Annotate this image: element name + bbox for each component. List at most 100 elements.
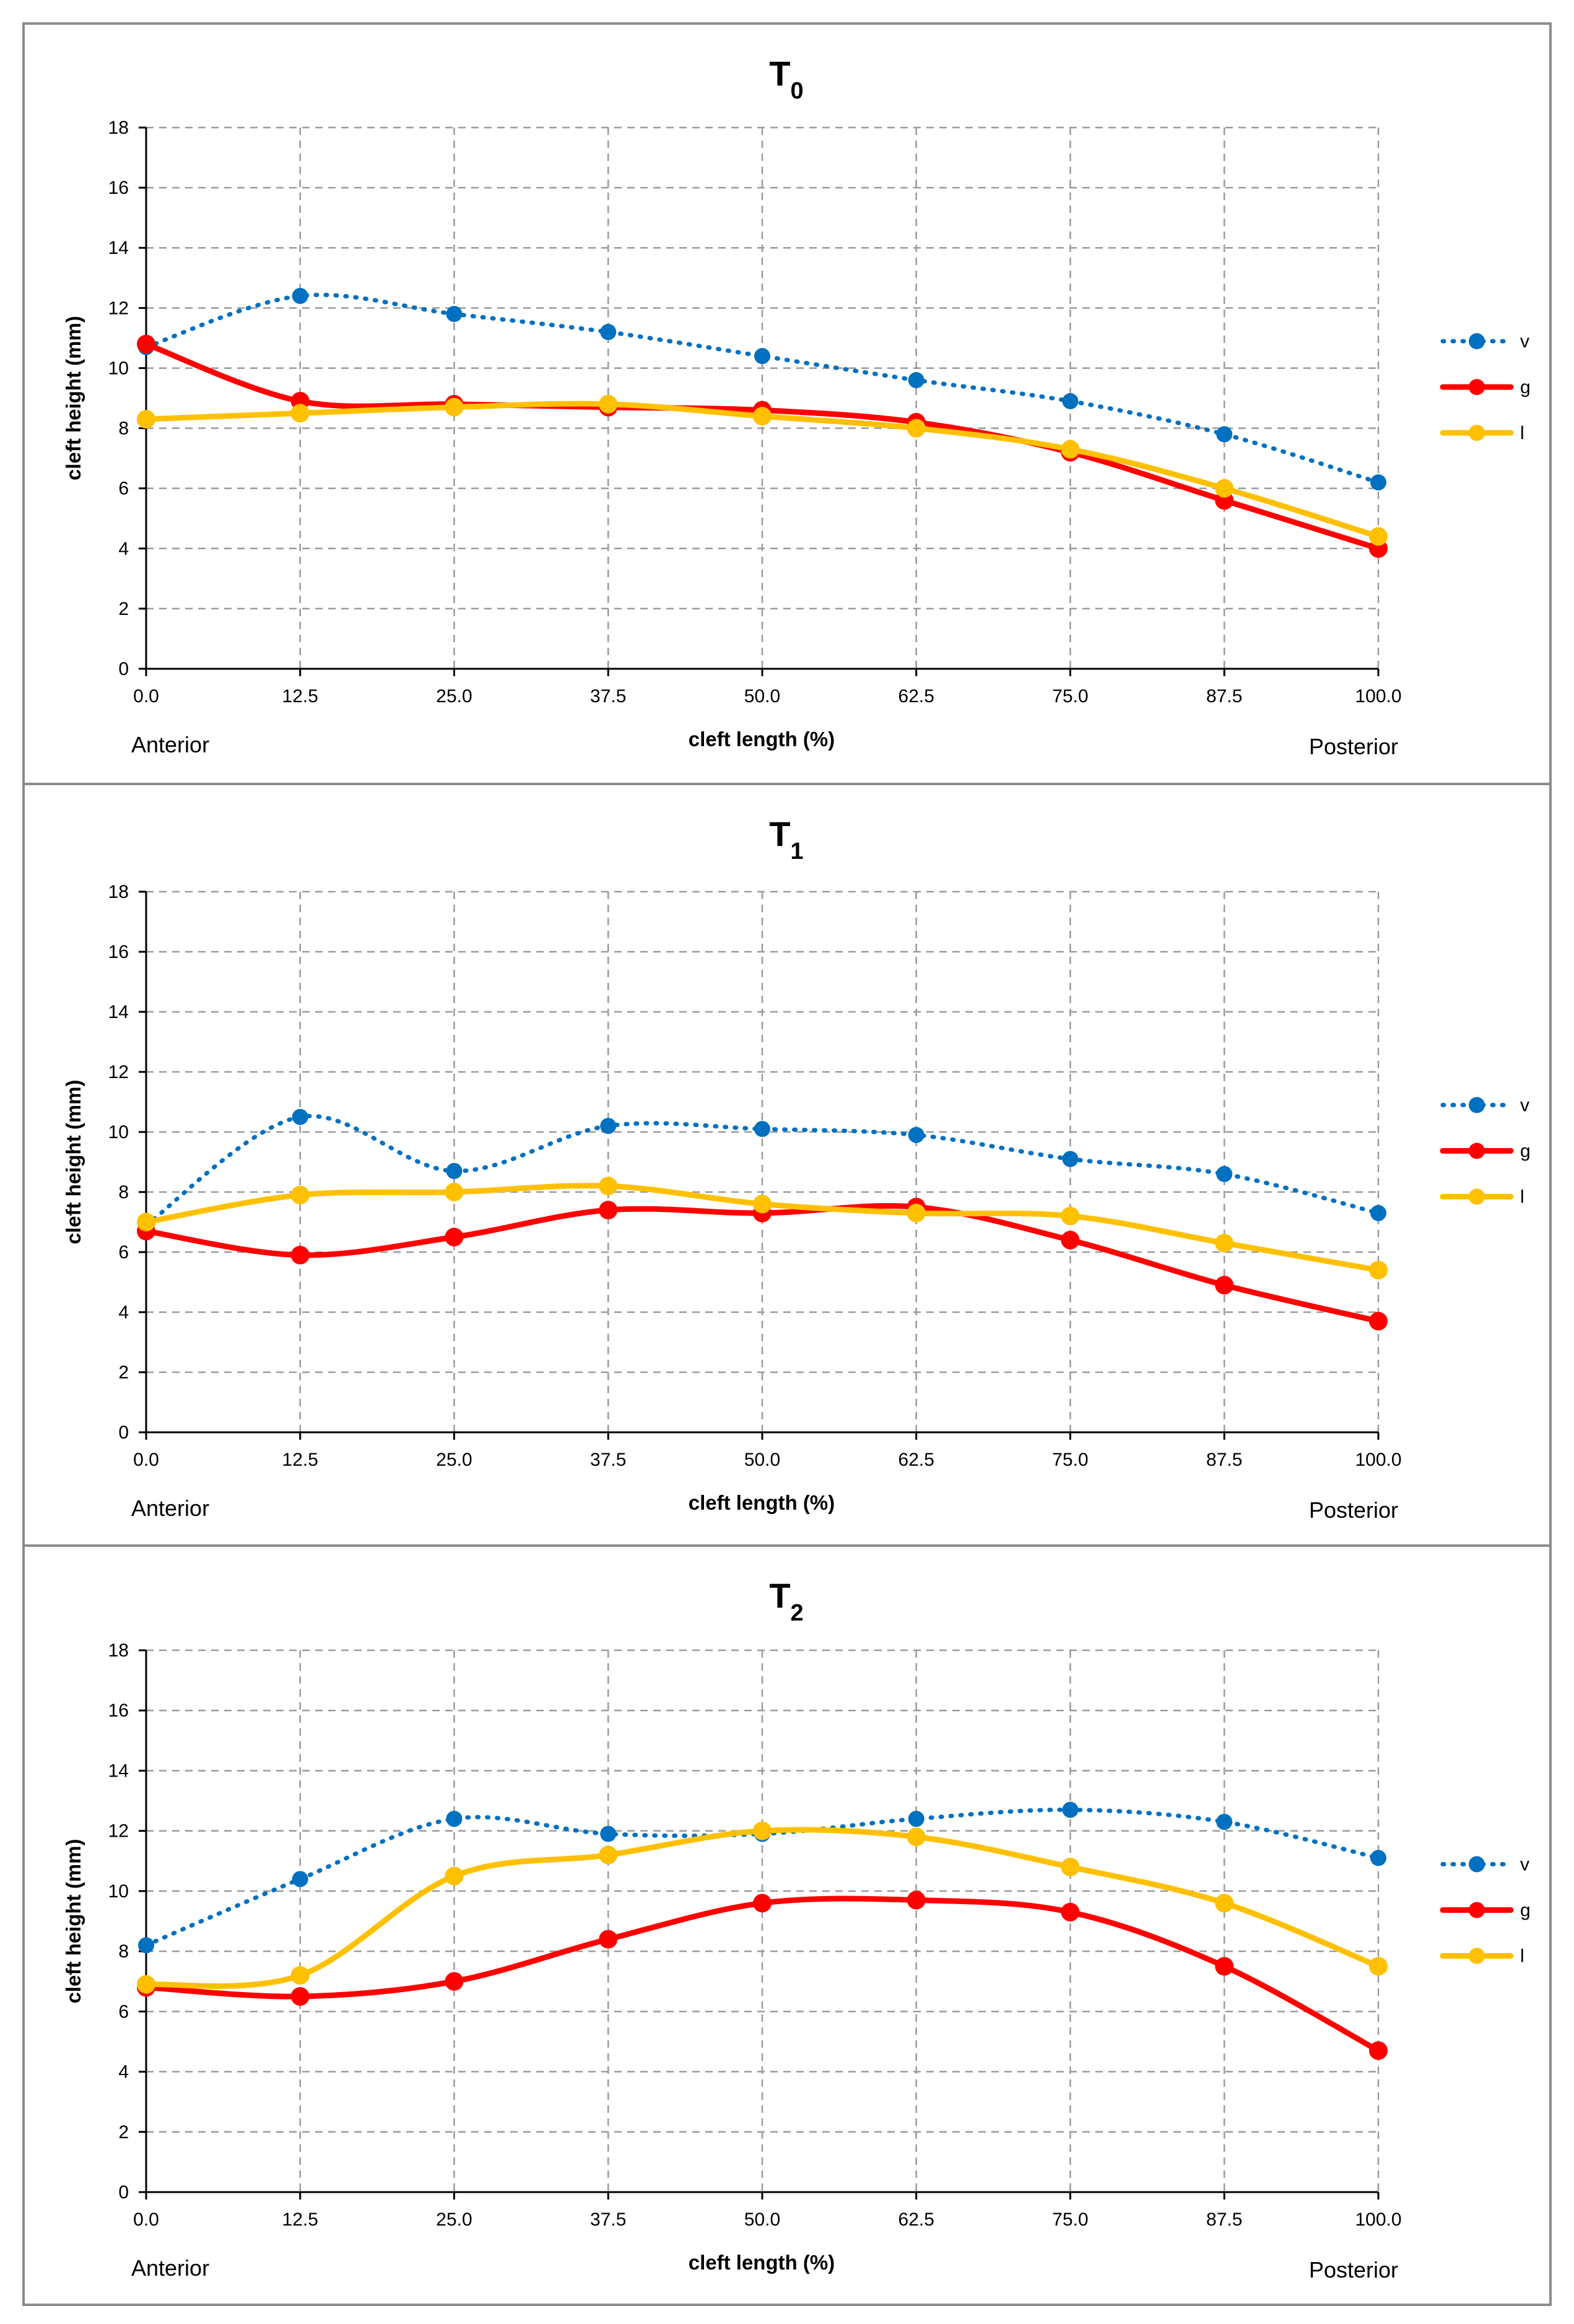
- x-tick-label: 25.0: [436, 686, 472, 707]
- data-point-l: [290, 404, 310, 423]
- panel-frame: [22, 22, 1552, 785]
- x-tick-label: 87.5: [1206, 1450, 1242, 1470]
- y-tick-label: 4: [118, 539, 129, 559]
- data-point-v: [754, 348, 770, 365]
- x-axis-title: cleft length (%): [689, 728, 835, 751]
- data-point-v: [446, 1811, 463, 1827]
- data-point-l: [1369, 527, 1388, 546]
- data-point-l: [907, 419, 926, 438]
- data-point-l: [1061, 1206, 1080, 1225]
- data-point-l: [907, 1827, 926, 1847]
- data-point-l: [1215, 479, 1234, 498]
- data-point-v: [446, 1163, 463, 1180]
- data-point-l: [1061, 1858, 1080, 1876]
- data-point-l: [599, 1845, 618, 1865]
- x-tick-label: 25.0: [436, 2209, 472, 2230]
- x-tick-label: 75.0: [1052, 2209, 1088, 2230]
- x-tick-label: 87.5: [1206, 686, 1242, 707]
- x-tick-label: 37.5: [590, 1450, 626, 1470]
- anterior-label: Anterior: [131, 1495, 209, 1521]
- y-tick-label: 10: [108, 1122, 129, 1142]
- y-tick-label: 14: [108, 1760, 129, 1781]
- data-point-v: [908, 1126, 924, 1143]
- data-point-v: [600, 324, 617, 341]
- legend-label-g: g: [1520, 377, 1531, 398]
- data-point-v: [1062, 1151, 1079, 1167]
- y-tick-label: 14: [108, 1002, 129, 1022]
- y-tick-label: 12: [108, 298, 129, 318]
- y-tick-label: 4: [118, 1302, 129, 1323]
- data-point-v: [292, 287, 308, 304]
- data-point-v: [292, 1871, 308, 1887]
- legend-marker-l: [1469, 1188, 1485, 1205]
- anterior-label: Anterior: [131, 2255, 209, 2281]
- x-tick-label: 100.0: [1355, 1450, 1401, 1470]
- data-point-l: [445, 1183, 464, 1201]
- chart-title-main: T: [769, 54, 790, 93]
- y-tick-label: 18: [108, 118, 129, 138]
- y-tick-label: 6: [118, 1242, 129, 1263]
- y-tick-label: 16: [108, 942, 129, 962]
- legend-marker-v: [1469, 1097, 1485, 1113]
- chart-title-main: T: [769, 1576, 790, 1615]
- legend-marker-l: [1469, 1948, 1485, 1964]
- data-point-l: [445, 1866, 464, 1886]
- x-tick-label: 0.0: [133, 686, 159, 707]
- data-point-l: [599, 1177, 618, 1196]
- data-point-l: [753, 1821, 772, 1840]
- data-point-v: [1370, 474, 1386, 490]
- y-axis-title: cleft height (mm): [62, 1080, 85, 1245]
- legend-label-l: l: [1520, 1946, 1524, 1967]
- legend-label-v: v: [1520, 331, 1529, 352]
- legend-label-v: v: [1520, 1855, 1529, 1875]
- x-tick-label: 75.0: [1052, 1450, 1088, 1470]
- x-tick-label: 37.5: [590, 686, 626, 707]
- data-point-l: [1369, 1261, 1388, 1280]
- data-point-g: [290, 1245, 310, 1264]
- x-tick-label: 100.0: [1355, 2209, 1401, 2230]
- data-point-g: [599, 1201, 618, 1220]
- data-point-l: [1061, 440, 1080, 459]
- data-point-l: [1215, 1234, 1234, 1253]
- y-tick-label: 18: [108, 882, 129, 902]
- chart-title-subscript: 2: [791, 1600, 804, 1626]
- anterior-label: Anterior: [131, 732, 209, 757]
- data-point-v: [600, 1826, 617, 1842]
- y-tick-label: 14: [108, 238, 129, 258]
- y-tick-label: 2: [118, 1362, 129, 1383]
- legend-marker-g: [1469, 1142, 1485, 1159]
- y-tick-label: 10: [108, 358, 129, 378]
- data-point-l: [753, 1195, 772, 1214]
- x-tick-label: 12.5: [282, 686, 318, 707]
- y-tick-label: 8: [118, 1182, 129, 1203]
- data-point-l: [599, 394, 618, 414]
- chart-title: T2: [769, 1576, 803, 1626]
- panel-frame: [22, 783, 1552, 1547]
- y-tick-label: 8: [118, 1941, 129, 1962]
- data-point-v: [908, 372, 924, 388]
- x-tick-label: 37.5: [590, 2209, 626, 2230]
- y-tick-label: 0: [118, 659, 129, 679]
- data-point-g: [1061, 1902, 1080, 1921]
- data-point-v: [1216, 1814, 1233, 1830]
- posterior-label: Posterior: [1309, 2257, 1398, 2283]
- legend-marker-l: [1469, 425, 1485, 441]
- legend-label-l: l: [1520, 1187, 1524, 1208]
- data-point-l: [907, 1203, 926, 1222]
- data-point-v: [1062, 393, 1079, 409]
- chart-title: T1: [769, 814, 803, 864]
- data-point-l: [1215, 1894, 1234, 1913]
- data-point-v: [292, 1108, 308, 1125]
- data-point-l: [137, 1975, 155, 1994]
- y-tick-label: 0: [118, 2182, 129, 2203]
- data-point-l: [753, 407, 772, 426]
- x-tick-label: 50.0: [744, 2209, 780, 2230]
- data-point-g: [1061, 1230, 1080, 1250]
- data-point-l: [1369, 1957, 1388, 1976]
- x-tick-label: 100.0: [1355, 686, 1401, 707]
- legend-marker-v: [1469, 333, 1485, 349]
- data-point-v: [1370, 1204, 1386, 1221]
